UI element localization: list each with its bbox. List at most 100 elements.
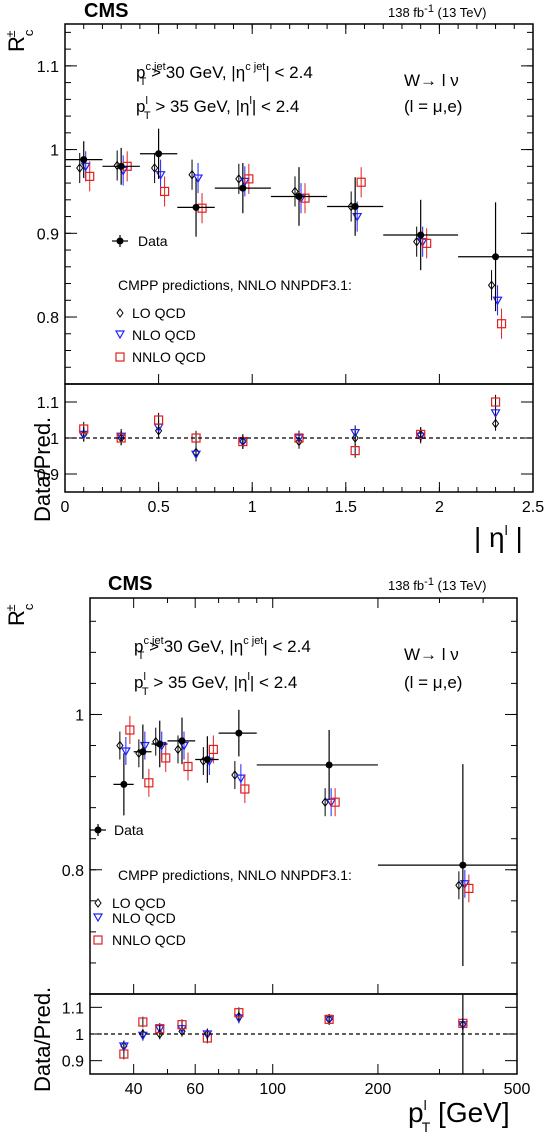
x-tick-label: 100: [259, 1081, 286, 1098]
cut-jet-text: pc jet T > 30 GeV, |ηc jet| < 2.4: [136, 61, 313, 88]
y-tick-label: 0.9: [37, 226, 59, 243]
ratio-nnlo-marker: [138, 1017, 148, 1027]
x-tick-label: 1.5: [335, 499, 357, 516]
main-plot-marks-2: [113, 709, 517, 967]
lo-marker: [76, 163, 84, 173]
data-point: [459, 861, 467, 869]
process-label: W→ l ν: [404, 71, 459, 90]
ratio-nlo-marker: [350, 429, 361, 438]
cut-lepton-text: pl T > 35 GeV, |ηl| < 2.4: [136, 95, 299, 122]
legend-data: Data: [138, 233, 168, 249]
legend: Data CMPP predictions, NNLO NNPDF3.1: LO…: [112, 233, 352, 365]
ratio-lo-marker: [491, 418, 500, 429]
nnlo-marker: [183, 761, 193, 772]
legend-nlo-2: NLO QCD: [112, 910, 176, 926]
y-axis-label: Rc±: [3, 29, 36, 52]
x-tick-label: 2.5: [522, 499, 544, 516]
process-label-2: W→ l ν: [404, 645, 459, 664]
data-point: [239, 184, 247, 192]
ratio-lo-marker: [295, 436, 303, 447]
nnlo-marker: [161, 753, 171, 763]
ratio-axis-label: Data/Pred.: [30, 417, 55, 522]
nnlo-marker: [160, 186, 170, 197]
lo-marker: [235, 174, 243, 184]
y-ticks: 0.8 0.9 1 1.1 0.9 1 1.1: [37, 31, 533, 484]
x-ticks: 0 0.5 1 1.5 2 2.5: [61, 24, 544, 516]
ratio-lo-marker: [154, 425, 163, 436]
data-point: [117, 162, 125, 170]
y-axis-label-2: Rc±: [3, 603, 36, 626]
nlo-marker: [120, 747, 131, 757]
lo-marker: [116, 740, 124, 751]
nnlo-marker: [240, 784, 250, 794]
lumi-label-2: 138 fb-1 (13 TeV): [388, 576, 486, 593]
nnlo-marker: [422, 238, 432, 248]
panel-pt: CMS 138 fb-1 (13 TeV) Rc± 0.8 1 0.9 1 1.1 40…: [3, 573, 530, 1132]
lo-marker: [487, 280, 496, 291]
x-tick-label: 0.5: [147, 499, 169, 516]
data-point: [325, 761, 333, 769]
ratio-nnlo-marker: [202, 1033, 212, 1043]
x-tick-label: 40: [125, 1081, 143, 1098]
lo-marker: [321, 797, 329, 808]
ratio-nnlo-marker: [324, 1014, 334, 1024]
lo-marker: [291, 186, 299, 197]
lo-marker: [455, 880, 463, 891]
x-tick-label: 1: [248, 499, 257, 516]
data-point: [203, 756, 211, 764]
ratio-nnlo-marker: [154, 415, 164, 425]
data-point: [295, 192, 303, 200]
y-ticks-2: 0.8 1 0.9 1 1.1: [62, 620, 517, 1071]
ratio-nlo-marker: [137, 1031, 148, 1041]
ratio-y-tick-label: 0.9: [62, 1054, 84, 1071]
data-point: [155, 150, 163, 158]
ratio-axis-label-2: Data/Pred.: [30, 987, 55, 1092]
main-plot-marks: [65, 128, 533, 339]
legend-2: Data CMPP predictions, NNLO NNPDF3.1: LO…: [90, 822, 352, 948]
nlo-marker: [235, 774, 246, 784]
lo-marker: [150, 163, 159, 173]
ratio-y-tick-label: 1.1: [62, 1000, 84, 1017]
ratio-nnlo-marker: [350, 446, 360, 456]
x-tick-label: 60: [186, 1081, 204, 1098]
ratio-nlo-marker: [490, 409, 501, 419]
nnlo-marker: [330, 797, 340, 807]
ratio-nnlo-marker: [416, 429, 426, 439]
data-point: [80, 156, 88, 164]
x-ticks-2: 40 60 100 200 500: [125, 598, 531, 1098]
x-axis-label-2: pl T [GeV]: [408, 1097, 510, 1132]
x-axis-label: | ηl |: [474, 522, 523, 553]
ratio-nnlo-marker: [177, 1020, 187, 1030]
nnlo-marker: [85, 171, 95, 181]
legend-lo-2: LO QCD: [112, 895, 166, 911]
ratio-nlo-marker: [191, 450, 202, 460]
x-tick-label: 200: [365, 1081, 392, 1098]
cms-label-2: CMS: [108, 573, 152, 595]
ratio-plot-marks: [65, 394, 533, 462]
lo-marker: [188, 169, 196, 180]
lepton-flavour-label: (l = μ,e): [404, 97, 462, 116]
legend-predictions-2: CMPP predictions, NNLO NNPDF3.1:: [118, 867, 352, 883]
nnlo-marker: [208, 744, 218, 755]
lo-marker: [152, 736, 160, 747]
ratio-nnlo-marker: [155, 1024, 165, 1034]
x-tick-label: 500: [504, 1081, 531, 1098]
nnlo-marker: [244, 174, 254, 184]
x-tick-label: 0: [61, 499, 70, 516]
nnlo-marker: [356, 177, 366, 187]
y-tick-label: 1: [50, 143, 59, 160]
data-point: [178, 737, 186, 745]
x-tick-label: 2: [435, 499, 444, 516]
ratio-nlo-marker: [118, 1042, 129, 1052]
lumi-label: 138 fb-1 (13 TeV): [388, 3, 486, 20]
nnlo-marker: [144, 778, 154, 788]
lepton-flavour-label-2: (l = μ,e): [404, 673, 462, 692]
cut-lepton-text-2: pl T > 35 GeV, |ηl| < 2.4: [134, 671, 297, 698]
ratio-lo-marker: [351, 433, 359, 443]
ratio-nnlo-marker: [119, 1049, 129, 1059]
ratio-nnlo-marker: [79, 424, 89, 434]
y-tick-label: 0.8: [37, 310, 59, 327]
nnlo-marker: [496, 319, 507, 329]
y-tick-label: 0.8: [62, 863, 84, 880]
